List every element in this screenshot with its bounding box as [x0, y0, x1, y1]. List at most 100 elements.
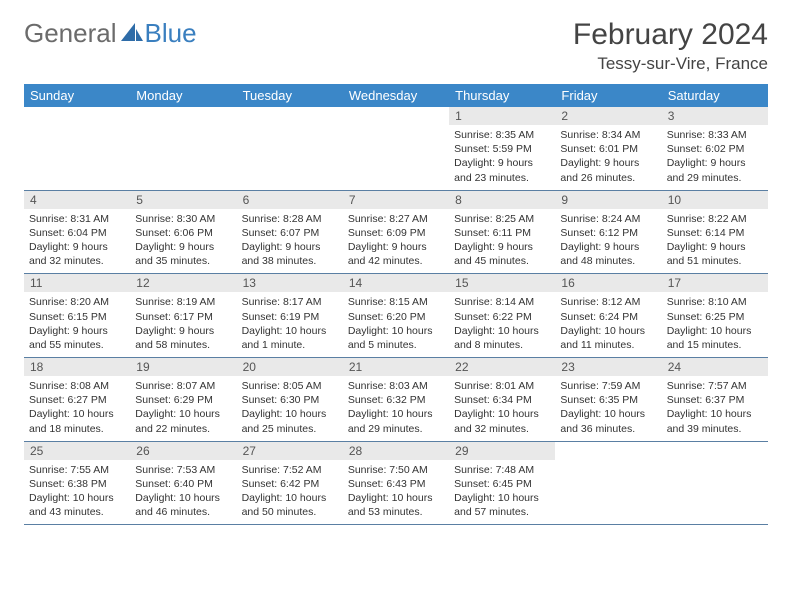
day-cell: 20Sunrise: 8:05 AMSunset: 6:30 PMDayligh… — [237, 358, 343, 441]
weekday-header: Saturday — [662, 84, 768, 107]
sunrise-text: Sunrise: 8:28 AM — [242, 212, 338, 226]
week-row: 1Sunrise: 8:35 AMSunset: 5:59 PMDaylight… — [24, 107, 768, 191]
sunrise-text: Sunrise: 7:50 AM — [348, 463, 444, 477]
sunset-text: Sunset: 6:30 PM — [242, 393, 338, 407]
day-cell: 25Sunrise: 7:55 AMSunset: 6:38 PMDayligh… — [24, 442, 130, 525]
sunrise-text: Sunrise: 7:55 AM — [29, 463, 125, 477]
sunrise-text: Sunrise: 8:07 AM — [135, 379, 231, 393]
day-cell: 10Sunrise: 8:22 AMSunset: 6:14 PMDayligh… — [662, 191, 768, 274]
sunrise-text: Sunrise: 8:08 AM — [29, 379, 125, 393]
daylight-text: Daylight: 10 hours and 1 minute. — [242, 324, 338, 352]
day-body: Sunrise: 8:22 AMSunset: 6:14 PMDaylight:… — [662, 209, 768, 274]
day-number: 9 — [555, 191, 661, 209]
sunset-text: Sunset: 6:09 PM — [348, 226, 444, 240]
day-cell — [237, 107, 343, 190]
location: Tessy-sur-Vire, France — [573, 54, 768, 74]
sunrise-text: Sunrise: 8:19 AM — [135, 295, 231, 309]
sunset-text: Sunset: 6:12 PM — [560, 226, 656, 240]
sunrise-text: Sunrise: 8:14 AM — [454, 295, 550, 309]
logo: General Blue — [24, 18, 197, 49]
title-block: February 2024 Tessy-sur-Vire, France — [573, 18, 768, 74]
day-cell — [343, 107, 449, 190]
day-cell: 8Sunrise: 8:25 AMSunset: 6:11 PMDaylight… — [449, 191, 555, 274]
day-number: 3 — [662, 107, 768, 125]
day-number: 29 — [449, 442, 555, 460]
day-number: 13 — [237, 274, 343, 292]
sunrise-text: Sunrise: 8:35 AM — [454, 128, 550, 142]
sunrise-text: Sunrise: 8:17 AM — [242, 295, 338, 309]
day-number: 4 — [24, 191, 130, 209]
sunset-text: Sunset: 6:25 PM — [667, 310, 763, 324]
day-number: 28 — [343, 442, 449, 460]
sunset-text: Sunset: 6:19 PM — [242, 310, 338, 324]
daylight-text: Daylight: 9 hours and 51 minutes. — [667, 240, 763, 268]
day-cell: 27Sunrise: 7:52 AMSunset: 6:42 PMDayligh… — [237, 442, 343, 525]
day-body: Sunrise: 8:15 AMSunset: 6:20 PMDaylight:… — [343, 292, 449, 357]
daylight-text: Daylight: 9 hours and 26 minutes. — [560, 156, 656, 184]
day-number: 15 — [449, 274, 555, 292]
weekday-header: Wednesday — [343, 84, 449, 107]
daylight-text: Daylight: 9 hours and 42 minutes. — [348, 240, 444, 268]
day-cell: 15Sunrise: 8:14 AMSunset: 6:22 PMDayligh… — [449, 274, 555, 357]
day-cell: 16Sunrise: 8:12 AMSunset: 6:24 PMDayligh… — [555, 274, 661, 357]
day-body: Sunrise: 8:30 AMSunset: 6:06 PMDaylight:… — [130, 209, 236, 274]
daylight-text: Daylight: 10 hours and 18 minutes. — [29, 407, 125, 435]
daylight-text: Daylight: 10 hours and 11 minutes. — [560, 324, 656, 352]
weekday-header: Sunday — [24, 84, 130, 107]
day-cell: 13 Sunrise: 8:17 AMSunset: 6:19 PMDayligh… — [237, 274, 343, 357]
day-body: Sunrise: 7:59 AMSunset: 6:35 PMDaylight:… — [555, 376, 661, 441]
day-body: Sunrise: 8:19 AMSunset: 6:17 PMDaylight:… — [130, 292, 236, 357]
month-title: February 2024 — [573, 18, 768, 52]
sunset-text: Sunset: 6:07 PM — [242, 226, 338, 240]
day-body: Sunrise: 8:34 AMSunset: 6:01 PMDaylight:… — [555, 125, 661, 190]
day-cell: 26Sunrise: 7:53 AMSunset: 6:40 PMDayligh… — [130, 442, 236, 525]
day-body: Sunrise: 8:12 AMSunset: 6:24 PMDaylight:… — [555, 292, 661, 357]
day-body: Sunrise: 8:27 AMSunset: 6:09 PMDaylight:… — [343, 209, 449, 274]
daylight-text: Daylight: 10 hours and 5 minutes. — [348, 324, 444, 352]
day-cell: 21Sunrise: 8:03 AMSunset: 6:32 PMDayligh… — [343, 358, 449, 441]
day-body: Sunrise: 8:05 AMSunset: 6:30 PMDaylight:… — [237, 376, 343, 441]
day-number: 5 — [130, 191, 236, 209]
day-number: 22 — [449, 358, 555, 376]
day-body: Sunrise: 7:55 AMSunset: 6:38 PMDaylight:… — [24, 460, 130, 525]
day-number: 23 — [555, 358, 661, 376]
day-body: Sunrise: 7:50 AMSunset: 6:43 PMDaylight:… — [343, 460, 449, 525]
week-row: 4Sunrise: 8:31 AMSunset: 6:04 PMDaylight… — [24, 191, 768, 275]
sunrise-text: Sunrise: 7:48 AM — [454, 463, 550, 477]
day-number: 6 — [237, 191, 343, 209]
day-cell: 17Sunrise: 8:10 AMSunset: 6:25 PMDayligh… — [662, 274, 768, 357]
daylight-text: Daylight: 10 hours and 15 minutes. — [667, 324, 763, 352]
weekday-header-row: SundayMondayTuesdayWednesdayThursdayFrid… — [24, 84, 768, 107]
header: General Blue February 2024 Tessy-sur-Vir… — [24, 18, 768, 74]
daylight-text: Daylight: 9 hours and 55 minutes. — [29, 324, 125, 352]
day-cell: 19Sunrise: 8:07 AMSunset: 6:29 PMDayligh… — [130, 358, 236, 441]
day-number: 18 — [24, 358, 130, 376]
daylight-text: Daylight: 10 hours and 8 minutes. — [454, 324, 550, 352]
sunset-text: Sunset: 6:06 PM — [135, 226, 231, 240]
day-body: Sunrise: 8:31 AMSunset: 6:04 PMDaylight:… — [24, 209, 130, 274]
day-cell: 1Sunrise: 8:35 AMSunset: 5:59 PMDaylight… — [449, 107, 555, 190]
day-body: Sunrise: 8:01 AMSunset: 6:34 PMDaylight:… — [449, 376, 555, 441]
sunrise-text: Sunrise: 8:22 AM — [667, 212, 763, 226]
day-number: 10 — [662, 191, 768, 209]
day-cell: 6Sunrise: 8:28 AMSunset: 6:07 PMDaylight… — [237, 191, 343, 274]
day-cell: 2Sunrise: 8:34 AMSunset: 6:01 PMDaylight… — [555, 107, 661, 190]
day-cell: 22Sunrise: 8:01 AMSunset: 6:34 PMDayligh… — [449, 358, 555, 441]
day-body: Sunrise: 8:35 AMSunset: 5:59 PMDaylight:… — [449, 125, 555, 190]
day-number: 8 — [449, 191, 555, 209]
sunset-text: Sunset: 6:24 PM — [560, 310, 656, 324]
day-body: Sunrise: 8:07 AMSunset: 6:29 PMDaylight:… — [130, 376, 236, 441]
weekday-header: Friday — [555, 84, 661, 107]
sunrise-text: Sunrise: 8:05 AM — [242, 379, 338, 393]
sunset-text: Sunset: 6:34 PM — [454, 393, 550, 407]
logo-text-general: General — [24, 18, 117, 49]
day-number: 1 — [449, 107, 555, 125]
logo-sail-icon — [121, 23, 143, 43]
sunset-text: Sunset: 6:04 PM — [29, 226, 125, 240]
daylight-text: Daylight: 10 hours and 46 minutes. — [135, 491, 231, 519]
day-number: 20 — [237, 358, 343, 376]
sunrise-text: Sunrise: 8:34 AM — [560, 128, 656, 142]
sunrise-text: Sunrise: 7:52 AM — [242, 463, 338, 477]
daylight-text: Daylight: 9 hours and 45 minutes. — [454, 240, 550, 268]
daylight-text: Daylight: 9 hours and 58 minutes. — [135, 324, 231, 352]
